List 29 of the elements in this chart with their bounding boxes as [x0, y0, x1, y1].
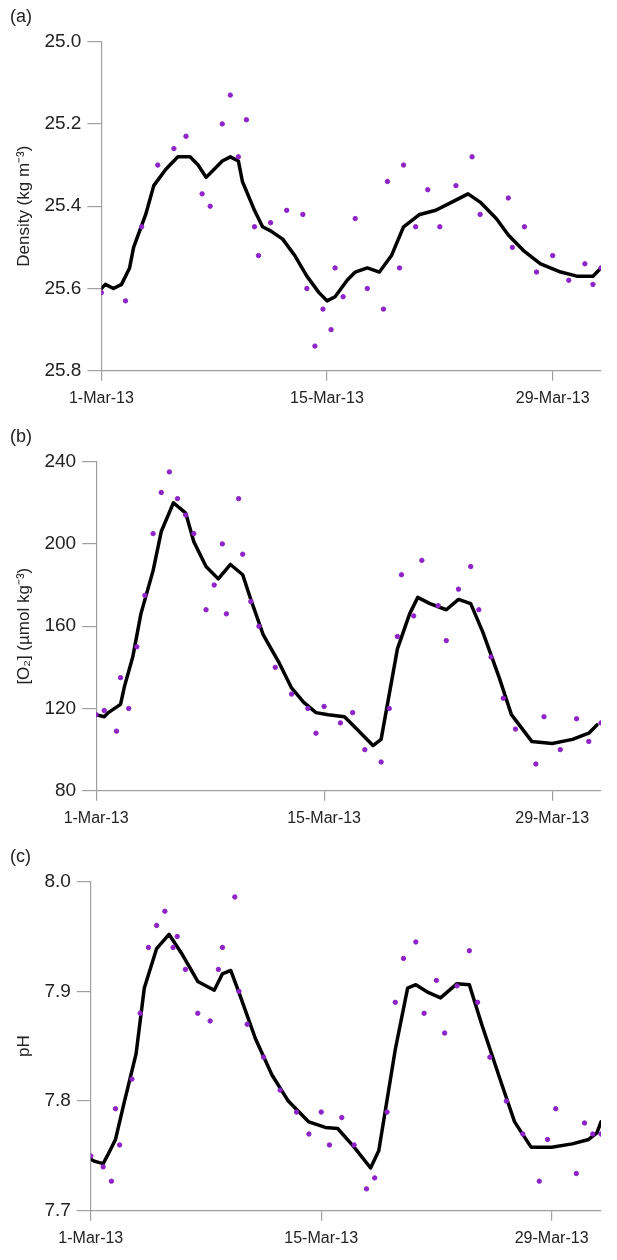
- y-tick-label: 7.8: [44, 1089, 71, 1111]
- y-tick-label: 25.2: [44, 112, 82, 134]
- y-axis-title: Density (kg m⁻³): [13, 145, 33, 267]
- y-tick-label: 25.8: [44, 359, 82, 381]
- y-tick-label: 160: [44, 614, 77, 636]
- y-tick-label: 7.7: [44, 1199, 71, 1221]
- y-tick-label: 8.0: [44, 869, 71, 891]
- y-tick-label: 80: [54, 779, 77, 801]
- x-tick-label: 15-Mar-13: [290, 388, 365, 406]
- x-tick-label: 29-Mar-13: [515, 808, 590, 826]
- x-tick-label: 15-Mar-13: [287, 808, 362, 826]
- x-tick-label: 1-Mar-13: [63, 808, 129, 826]
- y-axis-title: pH: [13, 1035, 33, 1058]
- y-axis-title: [O₂] (µmol kg⁻³): [13, 567, 33, 685]
- y-tick-label: 25.6: [44, 276, 82, 298]
- chart-title: (a): [10, 5, 32, 26]
- x-tick-label: 29-Mar-13: [514, 1228, 589, 1246]
- y-tick-label: 200: [44, 532, 77, 554]
- x-tick-label: 1-Mar-13: [68, 388, 134, 406]
- chart-title: (c): [10, 845, 31, 866]
- y-tick-label: 7.9: [44, 979, 71, 1001]
- y-tick-label: 25.4: [44, 194, 82, 216]
- x-tick-label: 15-Mar-13: [284, 1228, 359, 1246]
- y-tick-label: 240: [44, 449, 77, 471]
- x-tick-label: 1-Mar-13: [58, 1228, 124, 1246]
- y-tick-label: 25.0: [44, 29, 82, 51]
- y-tick-label: 120: [44, 696, 77, 718]
- chart-title: (b): [10, 425, 32, 446]
- x-tick-label: 29-Mar-13: [515, 388, 590, 406]
